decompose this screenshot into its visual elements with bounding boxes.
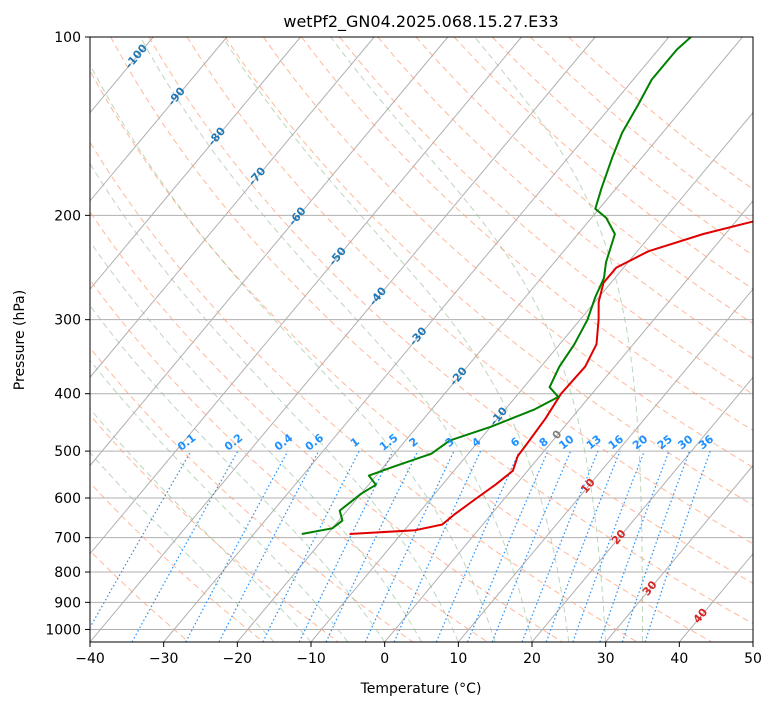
dry-adiabat-line	[90, 141, 638, 642]
mixing-ratio-label: 1	[348, 435, 362, 450]
moist-adiabat-line	[330, 37, 607, 642]
mixing-ratio-line	[491, 450, 572, 642]
y-tick-label: 300	[54, 313, 81, 329]
isotherm-line	[90, 37, 375, 379]
mixing-ratio-line	[644, 450, 711, 642]
dry-adiabat-line	[90, 347, 414, 642]
y-tick-label: 1000	[45, 622, 81, 638]
x-tick-label: −40	[75, 651, 105, 667]
moist-adiabat-line	[474, 37, 643, 642]
x-tick-label: 30	[597, 651, 615, 667]
isotherm-line	[678, 552, 753, 642]
y-tick-label: 100	[54, 30, 81, 46]
moist-adiabat-line	[90, 162, 459, 642]
y-tick-label: 600	[54, 491, 81, 507]
mixing-ratio-label: 13	[584, 433, 604, 453]
moist-adiabat-line	[222, 37, 570, 642]
dry-adiabat-line	[110, 37, 753, 625]
y-tick-label: 200	[54, 208, 81, 224]
dry-adiabat-line	[90, 69, 712, 642]
dry-adiabat-line	[90, 210, 563, 642]
mixing-ratio-label: 20	[630, 432, 650, 452]
y-axis-label: Pressure (hPa)	[12, 290, 28, 390]
y-tick-label: 500	[54, 444, 81, 460]
mixing-ratio-line	[435, 450, 520, 642]
mixing-ratio-line	[218, 450, 320, 642]
mixing-ratio-label: 2	[407, 435, 421, 450]
isotherm-line	[0, 37, 6, 642]
mixing-ratio-label: 4	[469, 435, 483, 450]
moist-adiabat-line	[90, 304, 386, 642]
dry-adiabat-line	[301, 37, 753, 431]
mixing-ratio-line	[262, 450, 360, 642]
isotherm-line	[90, 37, 301, 290]
moist-adiabat-line	[140, 37, 533, 642]
y-tick-label: 700	[54, 531, 81, 547]
dry-adiabat-line	[339, 37, 753, 395]
isotherm-line	[752, 641, 753, 642]
dry-adiabat-line	[415, 37, 753, 325]
mixing-ratio-line	[599, 450, 670, 642]
x-tick-label: 40	[670, 651, 688, 667]
mixing-ratio-line	[572, 450, 645, 642]
isotherm-line	[90, 37, 228, 202]
x-tick-label: 50	[744, 651, 762, 667]
isotherm-line	[531, 376, 753, 642]
moist-adiabat-line	[90, 359, 349, 642]
x-tick-label: 10	[449, 651, 467, 667]
dry-adiabat-line	[148, 37, 753, 584]
dry-adiabat-line	[90, 279, 488, 642]
dry-adiabat-line	[453, 37, 753, 290]
mixing-ratio-line	[90, 450, 192, 629]
mixing-ratio-label: 6	[508, 435, 522, 450]
x-tick-label: −10	[296, 651, 326, 667]
dry-adiabat-line	[90, 482, 264, 642]
x-axis-label: Temperature (°C)	[360, 681, 482, 697]
mixing-ratio-line	[131, 450, 239, 642]
mixing-ratio-label: 0.6	[303, 431, 327, 453]
dry-adiabat-line	[262, 37, 753, 469]
mixing-ratio-label: 8	[537, 435, 551, 450]
isotherm-line	[163, 37, 670, 642]
mixing-ratio-line	[298, 450, 394, 642]
isotherm-line	[236, 37, 743, 642]
isotherm-line	[310, 111, 753, 642]
mixing-ratio-label: 0.4	[272, 431, 296, 453]
mixing-ratio-label: 16	[606, 432, 626, 452]
moist-adiabat-line	[90, 407, 312, 642]
mixing-ratio-line	[621, 450, 691, 642]
x-tick-label: −30	[149, 651, 179, 667]
dry-adiabat-line	[568, 37, 753, 190]
mixing-ratio-line	[466, 450, 549, 642]
mixing-ratio-line	[521, 450, 599, 642]
isotherm-line	[90, 37, 522, 555]
isotherm-line	[605, 464, 753, 642]
moist-adiabat-line	[90, 63, 496, 642]
mixing-ratio-line	[545, 450, 621, 642]
x-tick-label: 0	[380, 651, 389, 667]
chart-title: wetPf2_GN04.2025.068.15.27.E33	[283, 12, 558, 32]
y-tick-label: 800	[54, 565, 81, 581]
isotherm-line	[90, 37, 449, 467]
dry-adiabat-line	[90, 550, 190, 642]
y-tick-label: 400	[54, 387, 81, 403]
mixing-ratio-label: 25	[655, 433, 675, 453]
dry-adiabat-line	[530, 37, 753, 223]
plot-frame	[89, 36, 754, 643]
dewpoint-profile-line	[301, 37, 692, 535]
isotherm-line	[384, 200, 753, 642]
mixing-ratio-line	[393, 450, 482, 642]
y-tick-label: 900	[54, 595, 81, 611]
dry-adiabat-line	[90, 414, 339, 642]
dry-adiabat-line	[186, 37, 753, 545]
x-tick-label: 20	[523, 651, 541, 667]
moist-adiabat-line	[90, 240, 422, 642]
isotherm-line	[457, 288, 753, 642]
mixing-ratio-label: 0.1	[175, 431, 198, 453]
temperature-profile-line	[349, 220, 753, 535]
mixing-ratio-label: 36	[696, 432, 716, 452]
x-tick-label: −20	[223, 651, 253, 667]
mixing-ratio-line	[185, 450, 289, 642]
